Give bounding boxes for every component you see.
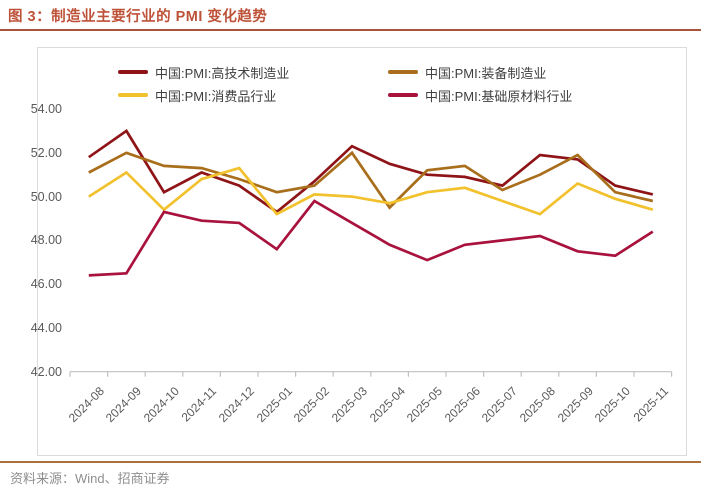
legend-item-hitech: 中国:PMI:高技术制造业 (118, 64, 290, 81)
y-tick-label: 42.00 (30, 364, 62, 379)
footer-divider (0, 461, 701, 463)
legend-label-equipment: 中国:PMI:装备制造业 (425, 65, 547, 81)
legend-label-rawmaterials: 中国:PMI:基础原材料行业 (425, 88, 573, 104)
legend-swatch-consumer-icon (118, 93, 148, 97)
legend-item-consumer: 中国:PMI:消费品行业 (118, 87, 277, 104)
figure-title: 图 3：制造业主要行业的 PMI 变化趋势 (8, 9, 268, 25)
y-tick-label: 48.00 (30, 233, 62, 248)
legend-item-equipment: 中国:PMI:装备制造业 (388, 64, 547, 81)
title-divider (0, 29, 701, 31)
y-tick-label: 50.00 (30, 189, 62, 204)
y-tick-label: 54.00 (30, 102, 62, 116)
series-line-3 (88, 199, 654, 277)
series-line-2 (88, 166, 654, 216)
legend-swatch-rawmaterials-icon (388, 93, 418, 97)
y-tick-label: 44.00 (30, 321, 62, 335)
source-note: 资料来源：Wind、招商证券 (10, 471, 170, 486)
legend-label-hitech: 中国:PMI:高技术制造业 (155, 65, 290, 81)
legend-swatch-hitech-icon (118, 70, 148, 74)
y-tick-label: 52.00 (30, 145, 62, 160)
legend-swatch-equipment-icon (388, 70, 418, 74)
legend-item-rawmaterials: 中国:PMI:基础原材料行业 (388, 87, 573, 104)
y-tick-label: 46.00 (30, 277, 62, 292)
legend-label-consumer: 中国:PMI:消费品行业 (155, 88, 277, 104)
series-line-0 (88, 128, 654, 214)
series-line-1 (88, 150, 654, 210)
